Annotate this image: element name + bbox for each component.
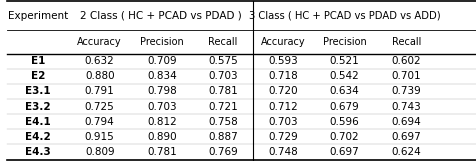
- Text: 0.748: 0.748: [268, 147, 298, 157]
- Text: 0.720: 0.720: [268, 86, 298, 96]
- Text: 0.769: 0.769: [208, 147, 237, 157]
- Text: Recall: Recall: [208, 37, 237, 47]
- Text: E2: E2: [30, 71, 45, 81]
- Text: 0.794: 0.794: [85, 117, 114, 127]
- Text: 0.709: 0.709: [147, 56, 177, 66]
- Text: 0.521: 0.521: [329, 56, 358, 66]
- Text: Precision: Precision: [140, 37, 183, 47]
- Text: 0.596: 0.596: [329, 117, 358, 127]
- Text: 0.812: 0.812: [147, 117, 177, 127]
- Text: 0.624: 0.624: [391, 147, 420, 157]
- Text: E1: E1: [30, 56, 45, 66]
- Text: 0.593: 0.593: [268, 56, 298, 66]
- Text: 0.739: 0.739: [391, 86, 420, 96]
- Text: 0.632: 0.632: [85, 56, 114, 66]
- Text: 0.834: 0.834: [147, 71, 177, 81]
- Text: 0.679: 0.679: [329, 102, 358, 112]
- Text: 0.781: 0.781: [208, 86, 237, 96]
- Text: E4.3: E4.3: [25, 147, 50, 157]
- Text: 3 Class ( HC + PCAD vs PDAD vs ADD): 3 Class ( HC + PCAD vs PDAD vs ADD): [248, 11, 440, 21]
- Text: 0.602: 0.602: [391, 56, 420, 66]
- Text: 0.729: 0.729: [268, 132, 298, 142]
- Text: 0.542: 0.542: [329, 71, 358, 81]
- Text: 0.809: 0.809: [85, 147, 114, 157]
- Text: E4.2: E4.2: [25, 132, 50, 142]
- Text: Accuracy: Accuracy: [77, 37, 122, 47]
- Text: Precision: Precision: [322, 37, 366, 47]
- Text: 0.915: 0.915: [85, 132, 114, 142]
- Text: 0.718: 0.718: [268, 71, 298, 81]
- Text: E3.1: E3.1: [25, 86, 50, 96]
- Text: 0.758: 0.758: [208, 117, 237, 127]
- Text: 0.694: 0.694: [391, 117, 420, 127]
- Text: 0.781: 0.781: [147, 147, 177, 157]
- Text: 0.703: 0.703: [147, 102, 177, 112]
- Text: 0.697: 0.697: [391, 132, 420, 142]
- Text: 0.703: 0.703: [268, 117, 298, 127]
- Text: E3.2: E3.2: [25, 102, 50, 112]
- Text: 0.890: 0.890: [147, 132, 177, 142]
- Text: 0.798: 0.798: [147, 86, 177, 96]
- Text: 0.725: 0.725: [85, 102, 114, 112]
- Text: 0.697: 0.697: [329, 147, 358, 157]
- Text: 0.575: 0.575: [208, 56, 237, 66]
- Text: 0.712: 0.712: [268, 102, 298, 112]
- Text: 0.721: 0.721: [208, 102, 237, 112]
- Text: 2 Class ( HC + PCAD vs PDAD ): 2 Class ( HC + PCAD vs PDAD ): [80, 11, 242, 21]
- Text: 0.702: 0.702: [329, 132, 358, 142]
- Text: 0.791: 0.791: [85, 86, 114, 96]
- Text: Experiment: Experiment: [8, 11, 68, 21]
- Text: E4.1: E4.1: [25, 117, 50, 127]
- Text: 0.743: 0.743: [391, 102, 420, 112]
- Text: 0.887: 0.887: [208, 132, 237, 142]
- Text: 0.880: 0.880: [85, 71, 114, 81]
- Text: Recall: Recall: [391, 37, 420, 47]
- Text: Accuracy: Accuracy: [261, 37, 305, 47]
- Text: 0.703: 0.703: [208, 71, 237, 81]
- Text: 0.634: 0.634: [329, 86, 358, 96]
- Text: 0.701: 0.701: [391, 71, 420, 81]
